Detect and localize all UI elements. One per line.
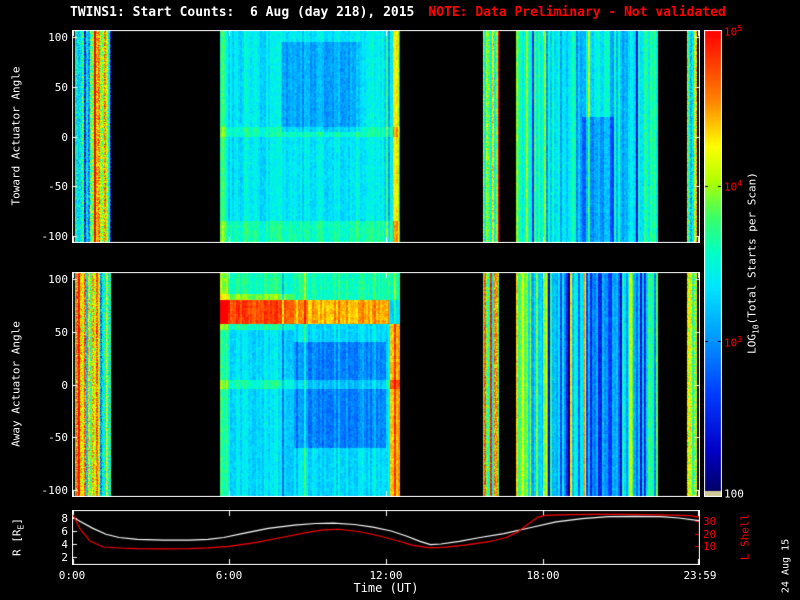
toward-ytick-100: 100 [48,30,68,44]
x-axis-label: Time (UT) [353,581,419,595]
xtick-0:00: 0:00 [58,569,86,582]
colorbar-label-sub: 10 [751,324,761,335]
colorbar-tick-1e3: 103 [724,335,743,350]
preliminary-note: NOTE: Data Preliminary - Not validated [428,5,726,20]
r-tick-4: 4 [61,538,68,551]
lshell-tick-10: 10 [703,540,717,554]
away-spectrogram-canvas [72,272,700,497]
away-axis-label: Away Actuator Angle [9,321,23,447]
r-tick-8: 8 [61,512,68,525]
away-ytick--100: -100 [41,483,69,497]
colorbar-label-pre: LOG [745,334,759,354]
toward-ytick-0: 0 [61,130,68,144]
r-tick-6: 6 [61,525,68,538]
colorbar-tick-1e5: 105 [724,24,743,39]
plot-title-text: TWINS1: Start Counts: 6 Aug (day 218), 2… [70,5,415,20]
r-label-pre: R [R [10,529,24,556]
away-ytick-50: 50 [54,325,68,339]
colorbar-tick-100: 100 [724,487,744,501]
toward-ytick--50: -50 [48,180,68,194]
colorbar-tick-1e4: 104 [724,179,743,194]
toward-spectrogram-canvas [72,30,700,243]
toward-ytick-50: 50 [54,80,68,94]
orbit-line-plot-canvas [72,510,700,565]
date-stamp: 24 Aug 15 [780,538,792,594]
r-tick-2: 2 [61,551,68,564]
colorbar-label: LOG10(Total Starts per Scan) [745,172,760,354]
away-ytick--50: -50 [48,431,68,445]
xtick-23:59: 23:59 [683,569,717,582]
colorbar-label-post: (Total Starts per Scan) [745,172,759,325]
r-label-post: ] [10,518,24,525]
colorbar [704,30,722,497]
toward-ytick--100: -100 [41,230,69,244]
xtick-6:00: 6:00 [215,569,243,582]
away-ytick-100: 100 [48,273,68,287]
xtick-12:00: 12:00 [369,569,403,582]
away-ytick-0: 0 [61,378,68,392]
lshell-tick-30: 30 [703,515,717,528]
lshell-tick-20: 20 [703,527,717,541]
xtick-18:00: 18:00 [526,569,560,582]
plot-title: TWINS1: Start Counts: 6 Aug (day 218), 2… [70,5,726,20]
l-shell-axis-label: L Shell [738,513,752,561]
toward-axis-label: Toward Actuator Angle [9,66,23,206]
